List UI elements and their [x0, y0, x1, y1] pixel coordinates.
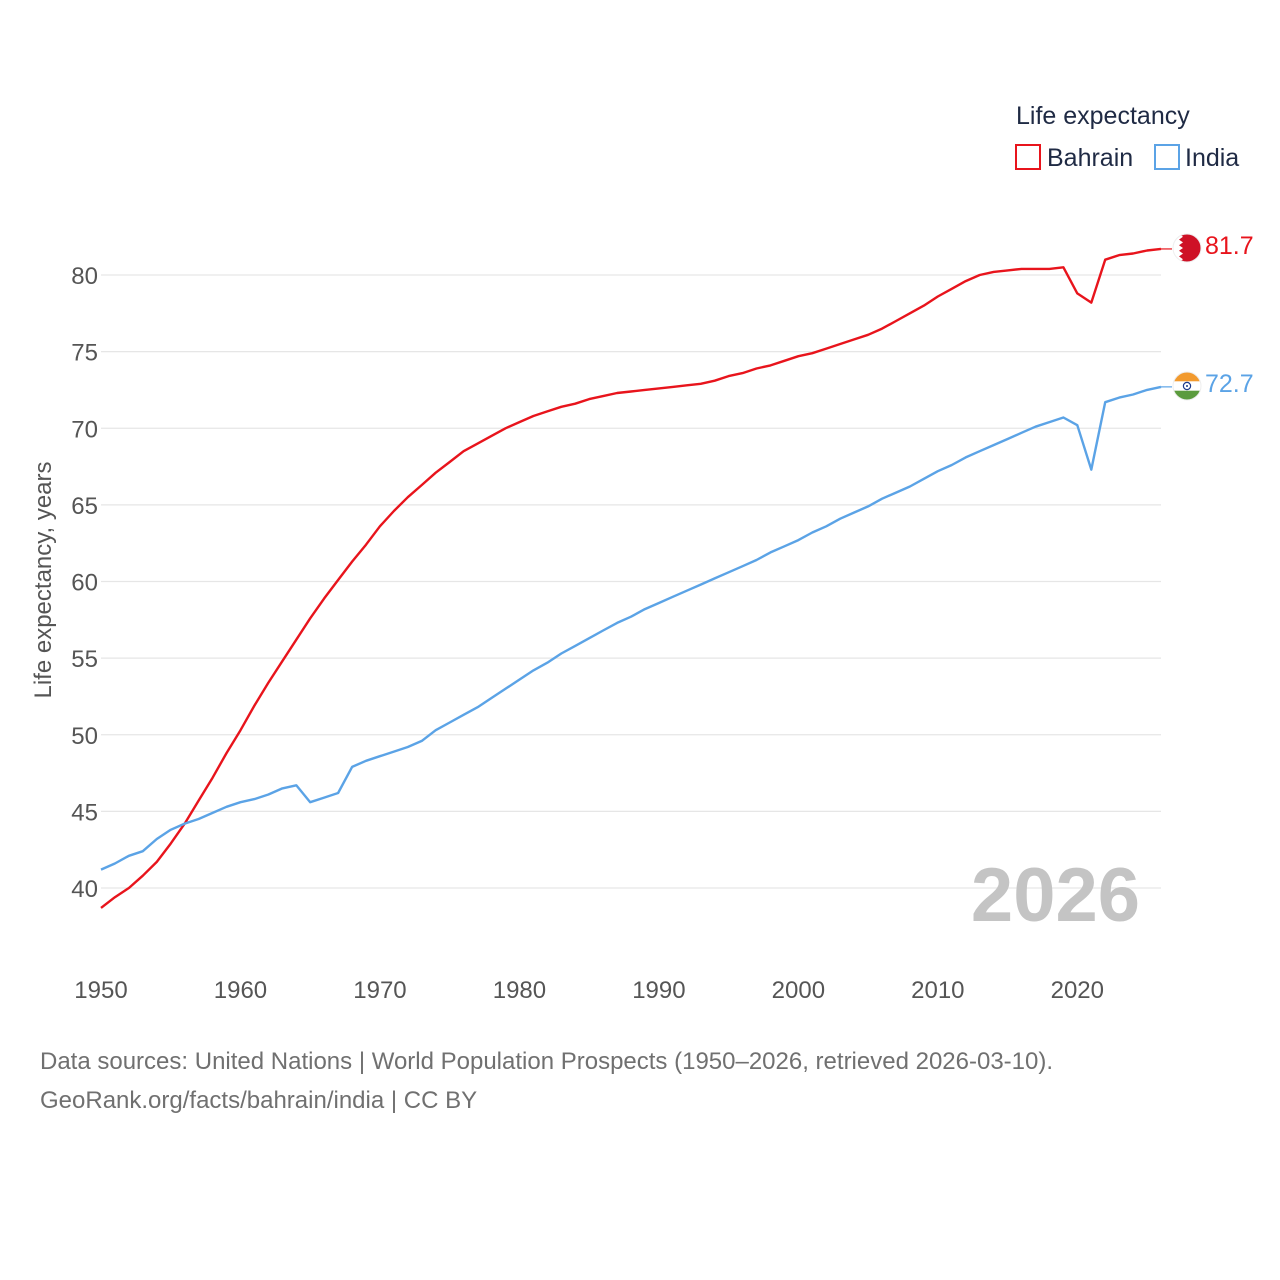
y-tick-label: 65	[71, 493, 98, 520]
series-line-bahrain[interactable]	[100, 247, 1162, 909]
bahrain-flag-icon	[1172, 233, 1202, 263]
y-tick-label: 70	[71, 416, 98, 443]
x-tick-label: 1960	[214, 977, 267, 1004]
legend-swatch-india	[1154, 144, 1180, 170]
source-note: Data sources: United Nations | World Pop…	[40, 1042, 1240, 1120]
x-tick-label: 1990	[632, 977, 685, 1004]
end-label-india: 72.7	[1205, 370, 1254, 398]
x-tick-label: 1950	[74, 977, 127, 1004]
y-tick-label: 50	[71, 723, 98, 750]
x-tick-label: 1980	[493, 977, 546, 1004]
series-lines	[100, 247, 1172, 909]
legend-label-india: India	[1185, 144, 1239, 172]
legend: Life expectancy Bahrain India	[1015, 102, 1239, 172]
india-flag-icon	[1172, 371, 1202, 401]
y-tick-label: 40	[71, 876, 98, 903]
year-watermark: 2026	[971, 853, 1140, 938]
x-axis-ticks: 1950 1960 1970 1980 1990 2000 2010 2020	[74, 977, 1104, 1004]
y-tick-label: 75	[71, 340, 98, 367]
y-tick-label: 55	[71, 646, 98, 673]
x-tick-label: 1970	[353, 977, 406, 1004]
y-axis-ticks: 40 45 50 55 60 65 70 75 80	[71, 263, 98, 903]
y-tick-label: 60	[71, 570, 98, 597]
legend-title: Life expectancy	[1016, 102, 1190, 130]
x-tick-label: 2000	[772, 977, 825, 1004]
y-axis-label: Life expectancy, years	[30, 461, 57, 698]
legend-swatch-bahrain	[1015, 144, 1041, 170]
source-line-2[interactable]: GeoRank.org/facts/bahrain/india | CC BY	[40, 1087, 478, 1114]
x-tick-label: 2020	[1051, 977, 1104, 1004]
legend-label-bahrain: Bahrain	[1047, 144, 1133, 172]
source-line-1: Data sources: United Nations | World Pop…	[40, 1048, 1054, 1075]
y-tick-label: 45	[71, 799, 98, 826]
y-tick-label: 80	[71, 263, 98, 290]
x-tick-label: 2010	[911, 977, 964, 1004]
legend-item-bahrain[interactable]: Bahrain	[1015, 144, 1133, 172]
legend-item-india[interactable]: India	[1154, 144, 1239, 172]
series-line-india[interactable]	[100, 385, 1162, 871]
end-label-bahrain: 81.7	[1205, 232, 1254, 260]
